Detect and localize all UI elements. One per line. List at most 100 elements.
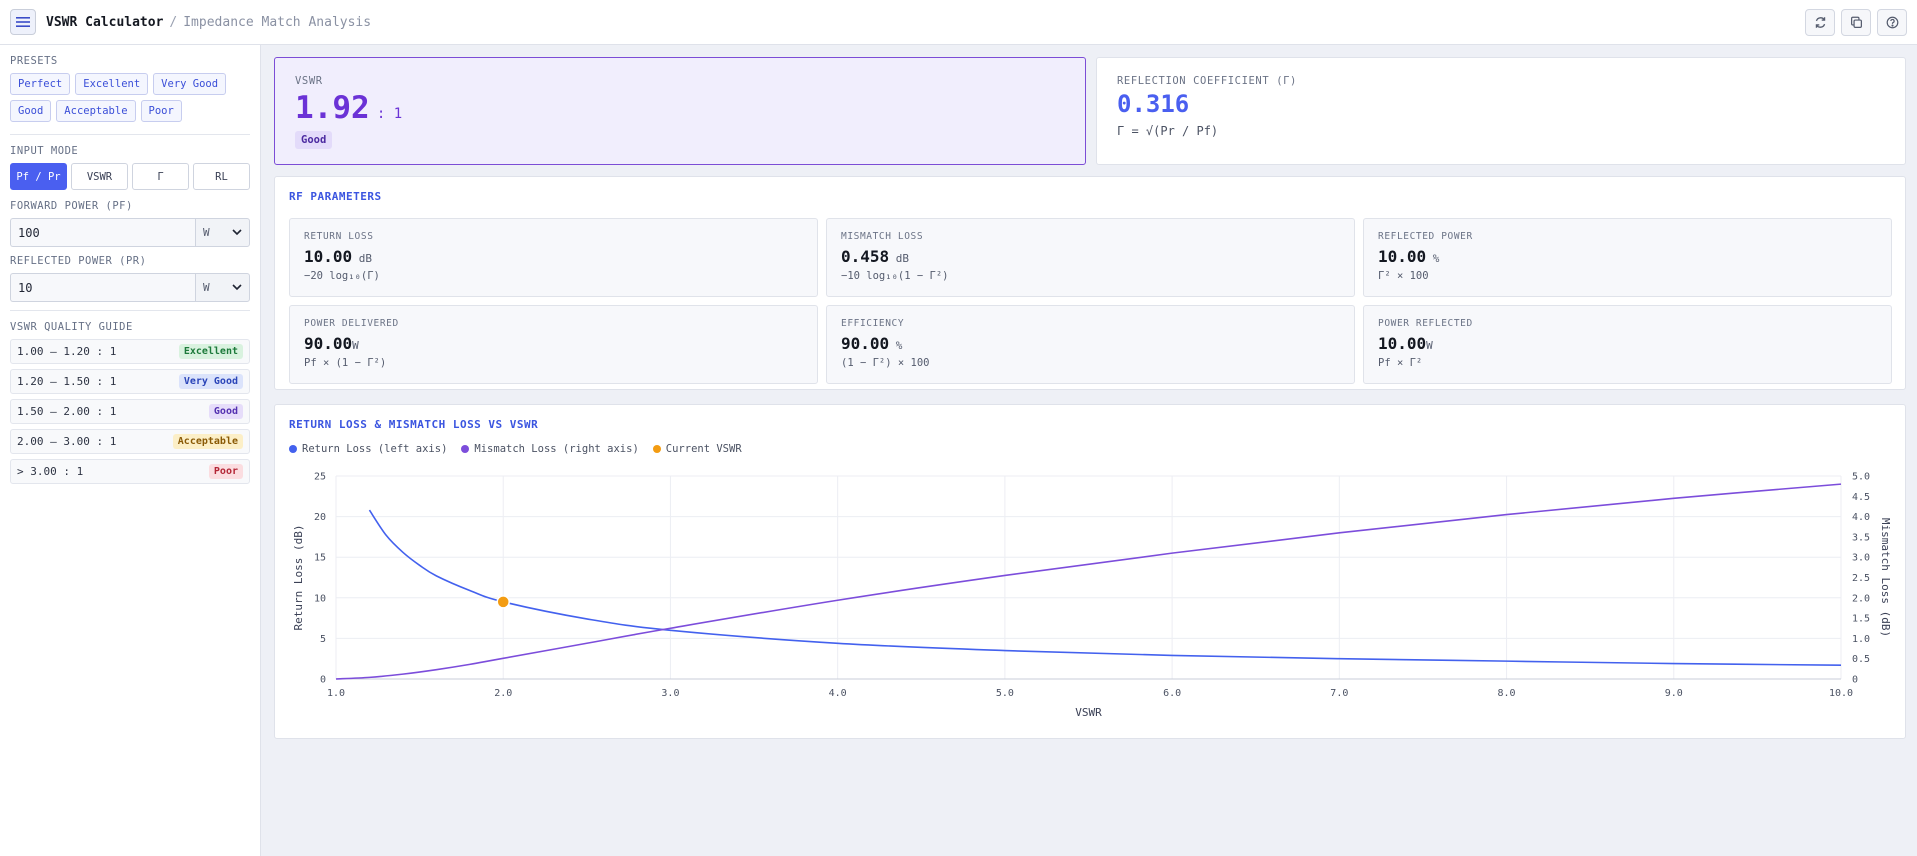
gamma-value: 0.316 — [1117, 90, 1190, 118]
vswr-chart: 1.0 2.0 3.0 4.0 5.0 6.0 7.0 8.0 9.0 10.0 0 5 10 15 20 2… — [292, 472, 1892, 720]
quality-guide-row: 1.50 – 2.00 : 1 Good — [10, 399, 250, 424]
input-mode-group: Pf / Pr VSWR Γ RL — [10, 163, 250, 190]
legend-dot-mismatch-loss — [461, 445, 470, 453]
preset-poor-button[interactable]: Poor — [140, 100, 182, 122]
app-header: VSWR Calculator / Impedance Match Analys… — [0, 0, 1917, 45]
param-formula: −10 log₁₀(1 − Γ²) — [841, 270, 949, 282]
preset-perfect-button[interactable]: Perfect — [10, 73, 71, 95]
y-right-tick-label: 2.0 — [1852, 593, 1870, 604]
mode-vswr-button[interactable]: VSWR — [71, 163, 128, 190]
param-label: POWER DELIVERED — [304, 318, 399, 329]
forward-power-input[interactable]: 100 — [10, 218, 195, 247]
quality-guide-row: 1.00 – 1.20 : 1 Excellent — [10, 339, 250, 364]
forward-power-unit-select[interactable]: W — [195, 218, 250, 247]
guide-range: 1.50 – 2.00 : 1 — [17, 405, 117, 418]
presets-label: PRESETS — [10, 55, 58, 67]
reflected-unit-value: W — [203, 281, 210, 294]
chevron-down-icon — [232, 284, 242, 291]
refresh-button[interactable] — [1805, 9, 1835, 36]
x-tick-label: 3.0 — [661, 688, 679, 699]
param-unit: W — [1426, 339, 1433, 352]
param-value: 10.00 dB — [304, 247, 803, 266]
param-formula: Pf × (1 − Γ²) — [304, 357, 387, 369]
param-efficiency: EFFICIENCY 90.00 % (1 − Γ²) × 100 — [826, 305, 1355, 384]
param-formula: (1 − Γ²) × 100 — [841, 357, 930, 369]
help-button[interactable] — [1877, 9, 1907, 36]
copy-icon — [1850, 16, 1862, 28]
param-value: 0.458 dB — [841, 247, 1340, 266]
app-subtitle: Impedance Match Analysis — [183, 14, 372, 30]
param-formula: −20 log₁₀(Γ) — [304, 270, 380, 282]
preset-acceptable-button[interactable]: Acceptable — [56, 100, 136, 122]
x-tick-label: 6.0 — [1163, 688, 1181, 699]
legend-dot-return-loss — [289, 445, 297, 453]
copy-button[interactable] — [1841, 9, 1871, 36]
param-label: REFLECTED POWER — [1378, 231, 1473, 242]
help-icon — [1886, 16, 1898, 29]
quality-guide-row: 2.00 – 3.00 : 1 Acceptable — [10, 429, 250, 454]
menu-button[interactable] — [10, 9, 36, 35]
param-unit: dB — [352, 252, 373, 265]
vswr-card: VSWR 1.92 : 1 Good — [274, 57, 1086, 165]
guide-range: 1.00 – 1.20 : 1 — [17, 345, 117, 358]
forward-unit-value: W — [203, 226, 210, 239]
y-right-tick-label: 3.5 — [1852, 532, 1870, 543]
reflected-power-unit-select[interactable]: W — [195, 273, 250, 302]
vswr-quality-badge: Good — [295, 131, 333, 149]
param-label: EFFICIENCY — [841, 318, 905, 329]
guide-quality-badge: Poor — [208, 464, 243, 479]
mode-gamma-button[interactable]: Γ — [132, 163, 189, 190]
x-axis-label: VSWR — [1075, 706, 1102, 719]
gamma-formula: Γ = √(Pr / Pf) — [1117, 124, 1219, 138]
mode-pf-pr-button[interactable]: Pf / Pr — [10, 163, 67, 190]
reflection-coefficient-card: REFLECTION COEFFICIENT (Γ) 0.316 Γ = √(P… — [1096, 57, 1906, 165]
y-tick-label: 0 — [320, 675, 326, 686]
rf-parameters-title: RF PARAMETERS — [289, 190, 382, 203]
param-number: 0.458 — [841, 247, 890, 266]
guide-quality-badge: Good — [208, 404, 243, 419]
y-right-tick-label: 5.0 — [1852, 472, 1870, 483]
y-right-tick-label: 4.0 — [1852, 512, 1870, 523]
reflected-power-field: 10 W — [10, 273, 250, 302]
quality-guide-row: > 3.00 : 1 Poor — [10, 459, 250, 484]
refresh-icon — [1815, 17, 1825, 28]
legend-label-current-vswr: Current VSWR — [665, 443, 742, 455]
rf-parameters-card: RF PARAMETERS RETURN LOSS 10.00 dB −20 log… — [274, 176, 1906, 390]
param-value: 10.00 % — [1378, 247, 1877, 266]
param-formula: Pf × Γ² — [1378, 357, 1423, 369]
guide-quality-badge: Very Good — [178, 374, 243, 389]
y-tick-label: 25 — [314, 472, 326, 483]
x-tick-label: 2.0 — [494, 688, 512, 699]
preset-good-button[interactable]: Good — [10, 100, 52, 122]
preset-very-good-button[interactable]: Very Good — [153, 73, 227, 95]
mode-rl-button[interactable]: RL — [193, 163, 250, 190]
sidebar: PRESETS Perfect Excellent Very Good Good… — [0, 45, 261, 856]
reflected-power-input[interactable]: 10 — [10, 273, 195, 302]
guide-range: 2.00 – 3.00 : 1 — [17, 435, 117, 448]
param-number: 90.00 — [304, 334, 353, 353]
reflected-power-label: REFLECTED POWER (PR) — [10, 255, 147, 267]
chart-title: RETURN LOSS & MISMATCH LOSS VS VSWR — [289, 418, 539, 431]
param-formula: Γ² × 100 — [1378, 270, 1429, 282]
param-value: 90.00 % — [841, 334, 1340, 353]
y-tick-label: 10 — [314, 593, 326, 604]
title-separator: / — [169, 14, 178, 30]
param-number: 10.00 — [304, 247, 353, 266]
legend-dot-current-vswr — [652, 445, 661, 453]
x-tick-label: 9.0 — [1665, 688, 1683, 699]
param-unit: % — [889, 339, 903, 352]
return-loss-line — [368, 509, 1842, 666]
y-right-tick-label: 0.5 — [1852, 654, 1870, 665]
y-right-tick-label: 0 — [1852, 675, 1858, 686]
legend-current-vswr: Current VSWR — [652, 443, 742, 455]
guide-range: > 3.00 : 1 — [17, 465, 84, 478]
param-unit: % — [1426, 252, 1440, 265]
param-number: 10.00 — [1378, 247, 1427, 266]
legend-label-return-loss: Return Loss (left axis) — [302, 443, 448, 455]
preset-excellent-button[interactable]: Excellent — [75, 73, 149, 95]
param-mismatch-loss: MISMATCH LOSS 0.458 dB −10 log₁₀(1 − Γ²) — [826, 218, 1355, 297]
y-tick-label: 5 — [320, 634, 326, 645]
forward-power-field: 100 W — [10, 218, 250, 247]
gamma-label: REFLECTION COEFFICIENT (Γ) — [1117, 75, 1297, 87]
x-tick-label: 10.0 — [1829, 688, 1853, 699]
